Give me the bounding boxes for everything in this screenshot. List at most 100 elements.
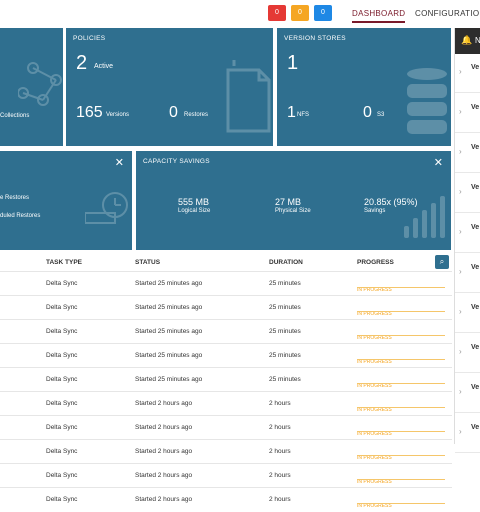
notification-item[interactable]: › Ve	[455, 175, 480, 213]
progress-indicator: IN PROGRESS	[357, 446, 445, 461]
table-row[interactable]: Delta Sync Started 2 hours ago 2 hours IN P…	[0, 391, 452, 415]
cell-task-type: Delta Sync	[46, 376, 78, 383]
notification-title: Ve	[471, 424, 480, 431]
network-icon	[18, 62, 62, 106]
progress-label: IN PROGRESS	[357, 431, 392, 437]
version-stores-nfs-count: 1	[287, 104, 296, 121]
search-button[interactable]: ⌕	[435, 255, 449, 269]
progress-bar	[357, 287, 445, 288]
chevron-right-icon: ›	[459, 67, 462, 76]
restores-line1: e Restores	[0, 195, 30, 201]
table-row[interactable]: Delta Sync Started 25 minutes ago 25 minut…	[0, 295, 452, 319]
version-stores-tile[interactable]: VERSION STORES 1 1 NFS 0 S3	[277, 28, 451, 146]
notifications-header: 🔔 N	[455, 28, 480, 54]
cell-status: Started 25 minutes ago	[135, 280, 203, 287]
collections-tile[interactable]: Collections	[0, 28, 63, 146]
cell-task-type: Delta Sync	[46, 328, 78, 335]
table-row[interactable]: Delta Sync Started 2 hours ago 2 hours IN P…	[0, 487, 452, 511]
version-stores-nfs-label: NFS	[297, 112, 309, 118]
notification-title: Ve	[471, 184, 480, 191]
capacity-savings-tile[interactable]: CAPACITY SAVINGS ✕ 555 MB Logical Size 2…	[136, 151, 451, 250]
cell-status: Started 2 hours ago	[135, 400, 193, 407]
physical-size-value: 27 MB	[275, 197, 302, 207]
progress-indicator: IN PROGRESS	[357, 278, 445, 293]
cell-status: Started 2 hours ago	[135, 424, 193, 431]
policies-title: POLICIES	[73, 35, 106, 42]
alert-badge-red[interactable]: 0	[268, 5, 286, 21]
savings-value: 20.85x (95%)	[364, 197, 418, 207]
version-stores-title: VERSION STORES	[284, 35, 346, 42]
progress-bar	[357, 359, 445, 360]
top-bar: 0 0 0 DASHBOARD CONFIGURATION▼	[0, 0, 480, 27]
cell-task-type: Delta Sync	[46, 400, 78, 407]
capacity-title: CAPACITY SAVINGS	[143, 158, 210, 165]
header-task-type[interactable]: TASK TYPE	[46, 259, 82, 266]
notification-title: Ve	[471, 384, 480, 391]
cell-duration: 25 minutes	[269, 352, 301, 359]
table-row[interactable]: Delta Sync Started 25 minutes ago 25 minut…	[0, 367, 452, 391]
chevron-right-icon: ›	[459, 347, 462, 356]
policies-tile[interactable]: POLICIES 2 Active 165 Versions 0 Restore…	[66, 28, 273, 146]
cell-task-type: Delta Sync	[46, 448, 78, 455]
cell-duration: 2 hours	[269, 400, 291, 407]
notification-title: Ve	[471, 304, 480, 311]
progress-label: IN PROGRESS	[357, 359, 392, 365]
notification-item[interactable]: › Ve	[455, 55, 480, 93]
cell-task-type: Delta Sync	[46, 280, 78, 287]
progress-label: IN PROGRESS	[357, 335, 392, 341]
alert-badge-blue[interactable]: 0	[314, 5, 332, 21]
notification-item[interactable]: › Ve	[455, 415, 480, 453]
header-status[interactable]: STATUS	[135, 259, 161, 266]
close-icon[interactable]: ✕	[114, 157, 124, 169]
notification-item[interactable]: › Ve	[455, 335, 480, 373]
nav-dashboard[interactable]: DASHBOARD	[352, 9, 406, 23]
notification-item[interactable]: › Ve	[455, 375, 480, 413]
chevron-right-icon: ›	[459, 427, 462, 436]
alert-badge-yellow[interactable]: 0	[291, 5, 309, 21]
cell-status: Started 2 hours ago	[135, 496, 193, 503]
search-icon: ⌕	[439, 257, 445, 266]
progress-indicator: IN PROGRESS	[357, 326, 445, 341]
logical-size-value: 555 MB	[178, 197, 210, 207]
table-row[interactable]: Delta Sync Started 2 hours ago 2 hours IN P…	[0, 439, 452, 463]
cell-duration: 25 minutes	[269, 304, 301, 311]
progress-indicator: IN PROGRESS	[357, 374, 445, 389]
cell-task-type: Delta Sync	[46, 304, 78, 311]
notification-item[interactable]: › Ve	[455, 135, 480, 173]
table-row[interactable]: Delta Sync Started 25 minutes ago 25 minut…	[0, 319, 452, 343]
header-progress[interactable]: PROGRESS	[357, 259, 394, 266]
progress-indicator: IN PROGRESS	[357, 350, 445, 365]
progress-bar	[357, 455, 445, 456]
notification-item[interactable]: › Ve	[455, 255, 480, 293]
cell-duration: 2 hours	[269, 448, 291, 455]
policies-active-label: Active	[94, 63, 114, 70]
chevron-right-icon: ›	[459, 107, 462, 116]
close-icon[interactable]: ✕	[433, 157, 443, 169]
table-row[interactable]: Delta Sync Started 25 minutes ago 25 minut…	[0, 343, 452, 367]
notifications-sidebar: 🔔 N › Ve › Ve › Ve › Ve › Ve › Ve › Ve › Ve › Ve › Ve	[454, 28, 480, 453]
cell-status: Started 25 minutes ago	[135, 352, 203, 359]
nav-configuration[interactable]: CONFIGURATION▼	[415, 9, 480, 18]
cell-duration: 2 hours	[269, 496, 291, 503]
chevron-right-icon: ›	[459, 147, 462, 156]
policies-active-count: 2	[76, 52, 88, 74]
notification-item[interactable]: › Ve	[455, 295, 480, 333]
cell-duration: 25 minutes	[269, 376, 301, 383]
header-duration[interactable]: DURATION	[269, 259, 303, 266]
bell-icon: 🔔	[461, 35, 473, 45]
cell-task-type: Delta Sync	[46, 496, 78, 503]
table-row[interactable]: Delta Sync Started 2 hours ago 2 hours IN P…	[0, 463, 452, 487]
notification-item[interactable]: › Ve	[455, 215, 480, 253]
cell-duration: 25 minutes	[269, 280, 301, 287]
table-row[interactable]: Delta Sync Started 2 hours ago 2 hours IN P…	[0, 415, 452, 439]
restores-tile[interactable]: ✕ e Restores duled Restores	[0, 151, 132, 250]
policies-restores-label: Restores	[184, 112, 209, 118]
version-stores-s3-count: 0	[363, 104, 372, 121]
savings-label: Savings	[364, 208, 386, 214]
progress-bar	[357, 431, 445, 432]
progress-label: IN PROGRESS	[357, 287, 392, 293]
signal-bars-icon	[404, 196, 445, 238]
notification-item[interactable]: › Ve	[455, 95, 480, 133]
chevron-right-icon: ›	[459, 187, 462, 196]
table-row[interactable]: Delta Sync Started 25 minutes ago 25 minut…	[0, 271, 452, 295]
